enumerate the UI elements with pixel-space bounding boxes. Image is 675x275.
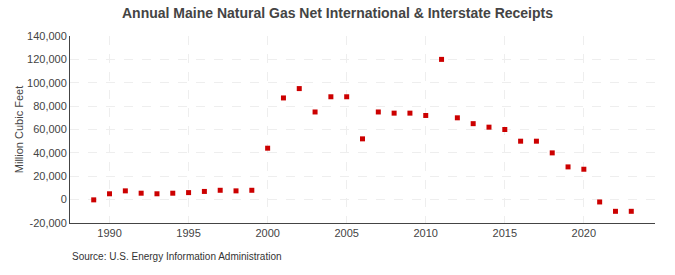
svg-text:140,000: 140,000 xyxy=(27,30,67,42)
svg-text:80,000: 80,000 xyxy=(33,100,67,112)
svg-text:0: 0 xyxy=(61,193,67,205)
svg-text:20,000: 20,000 xyxy=(33,170,67,182)
svg-text:40,000: 40,000 xyxy=(33,147,67,159)
svg-text:Annual Maine Natural Gas Net I: Annual Maine Natural Gas Net Internation… xyxy=(122,5,553,21)
svg-text:2000: 2000 xyxy=(255,227,279,239)
svg-text:2010: 2010 xyxy=(413,227,437,239)
svg-text:2005: 2005 xyxy=(334,227,358,239)
svg-text:100,000: 100,000 xyxy=(27,77,67,89)
svg-text:1990: 1990 xyxy=(97,227,121,239)
svg-text:Source: U.S. Energy Informatio: Source: U.S. Energy Information Administ… xyxy=(72,251,282,262)
svg-text:120,000: 120,000 xyxy=(27,53,67,65)
svg-text:2015: 2015 xyxy=(493,227,517,239)
svg-text:60,000: 60,000 xyxy=(33,123,67,135)
svg-text:2020: 2020 xyxy=(572,227,596,239)
svg-text:1995: 1995 xyxy=(176,227,200,239)
svg-text:Million Cubic Feet: Million Cubic Feet xyxy=(13,86,25,173)
svg-text:-20,000: -20,000 xyxy=(29,217,66,229)
